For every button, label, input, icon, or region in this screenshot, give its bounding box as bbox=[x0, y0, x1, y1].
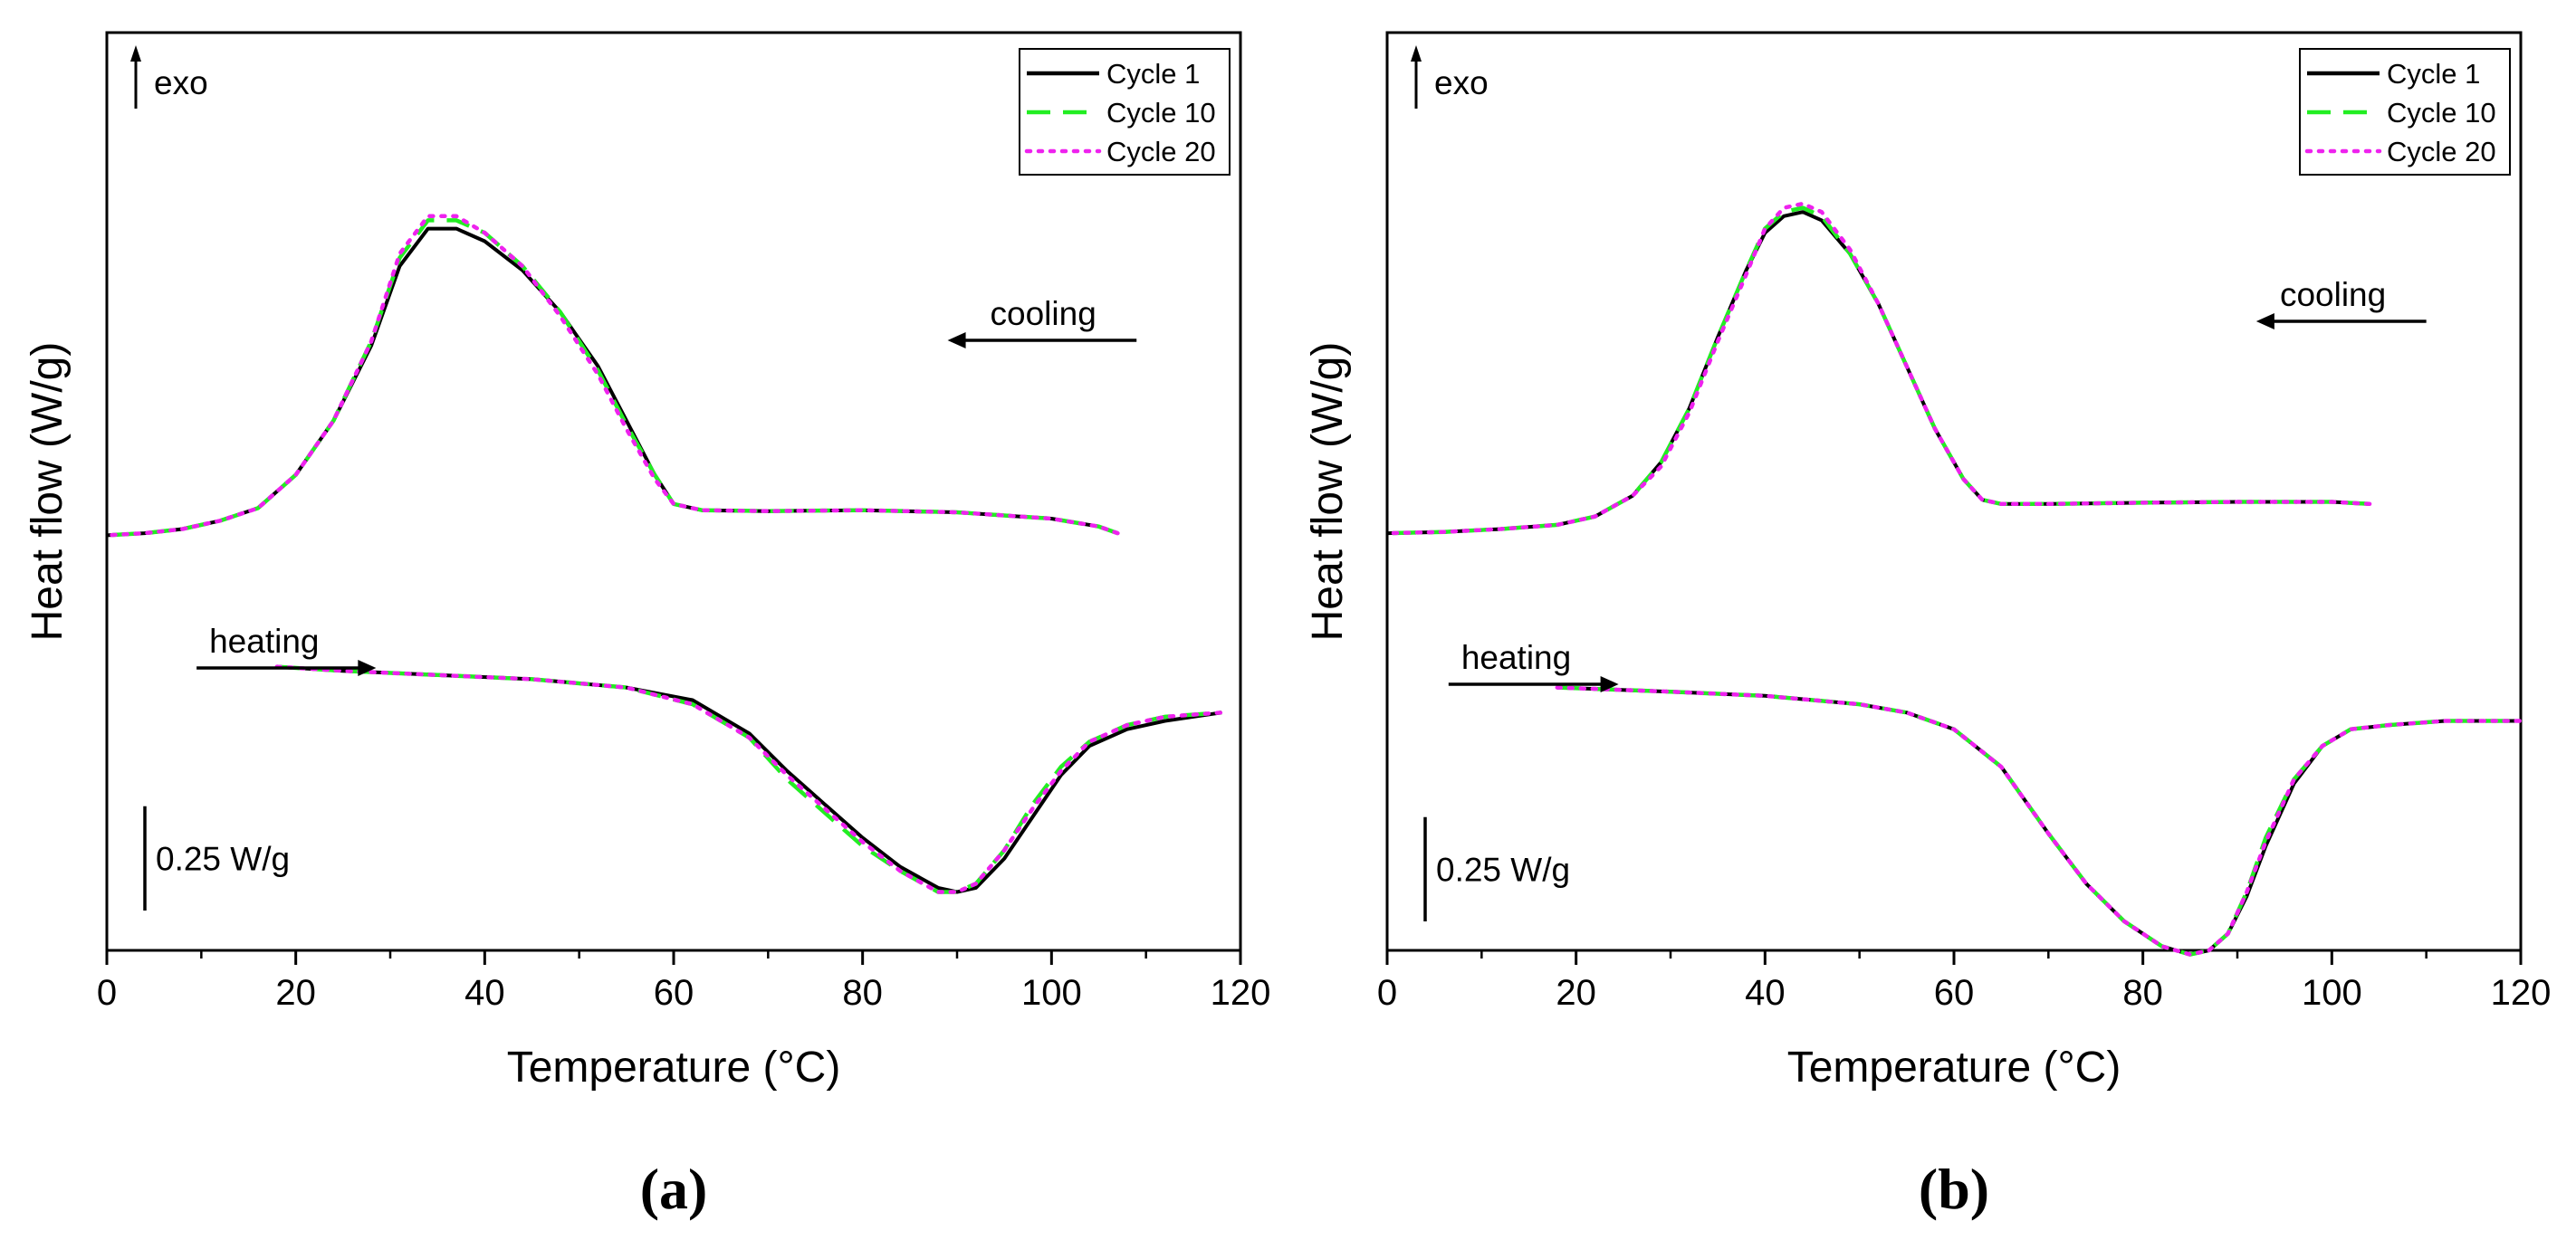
x-tick-label: 80 bbox=[842, 973, 883, 1013]
panel-label: (b) bbox=[1919, 1157, 1989, 1221]
legend-label: Cycle 20 bbox=[2387, 136, 2496, 167]
legend: Cycle 1 Cycle 10 Cycle 20 bbox=[2299, 48, 2511, 176]
x-tick-label: 100 bbox=[1021, 973, 1082, 1013]
legend-label: Cycle 1 bbox=[2387, 58, 2480, 90]
x-tick-label: 80 bbox=[2122, 973, 2163, 1013]
series-lines bbox=[104, 214, 1224, 894]
x-tick-label: 40 bbox=[464, 973, 505, 1013]
legend-box bbox=[1019, 48, 1231, 176]
legend: Cycle 1 Cycle 10 Cycle 20 bbox=[1019, 48, 1231, 176]
x-tick-label: 20 bbox=[1556, 973, 1596, 1013]
legend-label: Cycle 10 bbox=[2387, 97, 2496, 129]
scale-bar-label: 0.25 W/g bbox=[1436, 851, 1570, 888]
cooling-label: cooling bbox=[2280, 276, 2386, 313]
chart-panel-b: 0 20 40 60 80 100 120 Temperature (°C) Heat flow… bbox=[1304, 31, 2552, 1221]
series-line-cycle-10-heating bbox=[276, 664, 1222, 894]
exo-label: exo bbox=[154, 64, 208, 101]
series-line-cycle-1-heating bbox=[276, 664, 1222, 894]
scale-bar-label: 0.25 W/g bbox=[156, 840, 290, 877]
exo-arrow-head bbox=[130, 45, 141, 62]
heating-arrow-head bbox=[358, 660, 377, 676]
x-tick-label: 60 bbox=[654, 973, 694, 1013]
x-tick-label: 120 bbox=[2491, 973, 2552, 1013]
y-axis-title: Heat flow (W/g) bbox=[24, 342, 72, 642]
legend-label: Cycle 1 bbox=[1106, 58, 1200, 90]
x-axis-title: Temperature (°C) bbox=[507, 1044, 841, 1092]
legend-label: Cycle 10 bbox=[1106, 97, 1216, 129]
cooling-arrow-head bbox=[947, 332, 966, 348]
series-line-cycle-10-heating bbox=[1556, 685, 2521, 957]
series-line-cycle-1-cooling bbox=[106, 226, 1119, 538]
series-line-cycle-20-cooling bbox=[104, 214, 1120, 538]
series-line-cycle-10-cooling bbox=[1386, 205, 2370, 536]
x-tick-label: 60 bbox=[1934, 973, 1975, 1013]
chart-panel-a: 0 20 40 60 80 100 120 Temperature (°C) Heat flow… bbox=[24, 31, 1271, 1221]
x-tick-label: 100 bbox=[2302, 973, 2362, 1013]
y-axis-title: Heat flow (W/g) bbox=[1304, 342, 1352, 642]
panel-label: (a) bbox=[640, 1157, 708, 1221]
series-line-cycle-20-cooling bbox=[1384, 201, 2372, 536]
cooling-arrow-head bbox=[2255, 313, 2274, 329]
x-tick-label: 0 bbox=[1377, 973, 1397, 1013]
heating-label: heating bbox=[1461, 639, 1571, 676]
exo-arrow-head bbox=[1411, 45, 1422, 62]
exo-label: exo bbox=[1434, 64, 1489, 101]
series-line-cycle-20-heating bbox=[1555, 685, 2523, 957]
series-line-cycle-10-cooling bbox=[106, 218, 1119, 538]
x-tick-label: 20 bbox=[275, 973, 316, 1013]
series-lines bbox=[1384, 201, 2523, 957]
heating-arrow-head bbox=[1600, 676, 1619, 692]
legend-label: Cycle 20 bbox=[1106, 136, 1216, 167]
series-line-cycle-1-cooling bbox=[1386, 210, 2370, 536]
legend-box bbox=[2299, 48, 2511, 176]
x-tick-label: 120 bbox=[1211, 973, 1271, 1013]
x-tick-label: 0 bbox=[97, 973, 117, 1013]
cooling-label: cooling bbox=[991, 295, 1096, 332]
x-axis-title: Temperature (°C) bbox=[1787, 1044, 2121, 1092]
heating-label: heating bbox=[209, 623, 319, 660]
x-tick-label: 40 bbox=[1745, 973, 1786, 1013]
series-line-cycle-20-heating bbox=[274, 664, 1224, 894]
